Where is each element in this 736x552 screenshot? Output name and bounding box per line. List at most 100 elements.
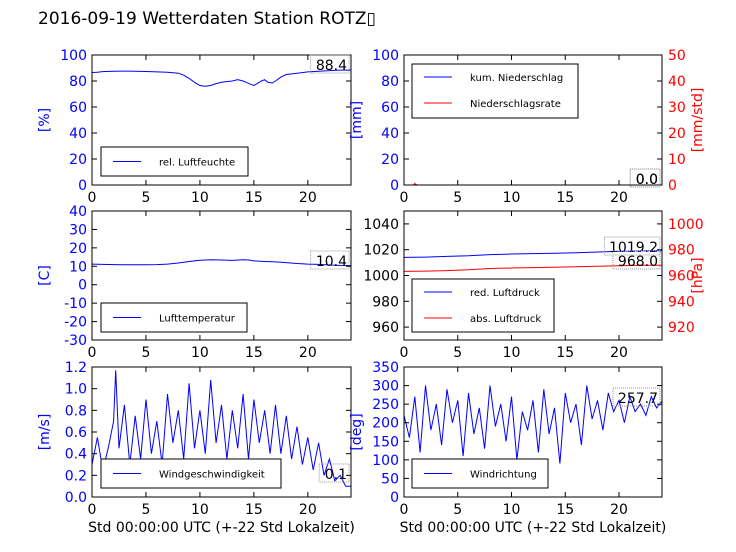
legend-box xyxy=(100,302,248,333)
plot-frame xyxy=(91,54,352,186)
x-tick-label: 0 xyxy=(88,345,97,361)
x-tick-label: 20 xyxy=(610,502,628,518)
series-line-wind_speed-0 xyxy=(92,370,351,487)
x-tick-label: 15 xyxy=(556,502,574,518)
y-tick-label-right: 50 xyxy=(668,48,686,64)
y-axis-label: [deg] xyxy=(349,413,365,450)
y-tick-label: 0 xyxy=(390,178,399,194)
x-tick-label: 0 xyxy=(400,190,409,206)
x-tick-label: 20 xyxy=(299,502,317,518)
x-tick-label: 15 xyxy=(556,190,574,206)
panel-humidity: 0 5 10 15 20 0 20 40 60 80 100 [%] 88.4 rel. Luftfeuc… xyxy=(37,48,352,206)
y-tick-label: 0.6 xyxy=(65,425,87,441)
y-tick-label: 1.0 xyxy=(65,382,87,398)
y-tick-label-right: 960 xyxy=(668,269,695,285)
series-line-wind_direction-0 xyxy=(404,385,662,464)
series-line-temperature-0 xyxy=(92,259,351,266)
x-tick-label: 5 xyxy=(141,345,150,361)
legend-box xyxy=(411,63,579,119)
y-tick-label: 0.2 xyxy=(65,468,87,484)
y-tick-label-right: 1000 xyxy=(668,217,704,233)
y-tick-label: 30 xyxy=(69,222,87,238)
y-tick-label: 0 xyxy=(78,178,87,194)
y-tick-label: -20 xyxy=(64,315,87,331)
y-tick-label: 0.0 xyxy=(65,490,87,506)
legend-box xyxy=(411,278,555,333)
y-tick-label: 980 xyxy=(372,294,399,310)
annotation-value: 1019.2 xyxy=(609,240,658,256)
y-tick-label: 60 xyxy=(381,100,399,116)
annotation-value: 88.4 xyxy=(316,58,347,74)
x-tick-label: 5 xyxy=(141,190,150,206)
y-axis-label: [%] xyxy=(37,108,53,132)
y-tick-label: 40 xyxy=(381,126,399,142)
x-tick-label: 10 xyxy=(503,345,521,361)
y-tick-label: 1000 xyxy=(363,269,399,285)
y-tick-label: 200 xyxy=(372,416,399,432)
panel-wind_speed: 0 5 10 15 20 0.0 0.2 0.4 0.6 0.8 1.0 1.2 [m/s] Std 00… xyxy=(37,360,355,536)
plot-frame xyxy=(403,54,663,186)
y-tick-label: 0 xyxy=(390,490,399,506)
y-tick-label-right: 980 xyxy=(668,243,695,259)
x-tick-label: 20 xyxy=(299,190,317,206)
x-tick-label: 10 xyxy=(503,190,521,206)
y-tick-label: 50 xyxy=(381,471,399,487)
x-tick-label: 20 xyxy=(610,345,628,361)
y-tick-label-right: 40 xyxy=(668,74,686,90)
y-axis-label-right: [mm/std] xyxy=(690,88,706,153)
y-tick-label: 20 xyxy=(381,152,399,168)
y-tick-label-right: 0 xyxy=(668,178,677,194)
x-tick-label: 15 xyxy=(245,190,263,206)
annotation-box xyxy=(612,387,661,407)
y-tick-label: 80 xyxy=(381,74,399,90)
annotation-box xyxy=(603,236,661,256)
x-tick-label: 0 xyxy=(400,502,409,518)
y-tick-label: 350 xyxy=(372,360,399,376)
y-axis-label: [m/s] xyxy=(37,414,53,451)
y-tick-label-right: 940 xyxy=(668,294,695,310)
x-tick-label: 15 xyxy=(245,345,263,361)
y-axis-label: [mm] xyxy=(349,101,365,139)
y-tick-label: 0.4 xyxy=(65,447,87,463)
y-tick-label: 0.8 xyxy=(65,403,87,419)
x-tick-label: 20 xyxy=(299,345,317,361)
x-tick-label: 20 xyxy=(610,190,628,206)
annotation-value: 10.4 xyxy=(316,254,347,270)
legend-label: Windrichtung xyxy=(470,470,537,481)
legend-label: abs. Luftdruck xyxy=(470,314,541,325)
plot-frame xyxy=(91,210,352,341)
annotation-box xyxy=(629,168,661,188)
series-line-humidity-0 xyxy=(92,69,351,87)
y-tick-label: 150 xyxy=(372,434,399,450)
legend-label: Niederschlagsrate xyxy=(470,99,561,110)
x-tick-label: 5 xyxy=(453,502,462,518)
panel-temperature: 0 5 10 15 20 -30 -20 -10 0 10 20 30 40 [C] 10.4 Lufttem… xyxy=(37,204,352,361)
y-tick-label: 1020 xyxy=(363,243,399,259)
x-tick-label: 0 xyxy=(400,345,409,361)
y-tick-label: 100 xyxy=(372,453,399,469)
y-tick-label: -30 xyxy=(64,333,87,349)
y-tick-label: 80 xyxy=(69,74,87,90)
panel-precipitation: 0 5 10 15 20 0 20 40 60 80 100 0 10 20 30 40 50 [mm] [mm/s… xyxy=(349,48,706,206)
annotation-value: 0.0 xyxy=(636,172,658,188)
y-tick-label: 300 xyxy=(372,379,399,395)
y-tick-label: 10 xyxy=(69,259,87,275)
x-tick-label: 10 xyxy=(191,190,209,206)
annotation-box xyxy=(612,250,661,270)
panel-pressure: 0 5 10 15 20 960 980 1000 1020 1040 920 940 960 980 10… xyxy=(363,210,706,361)
x-axis-label: Std 00:00:00 UTC (+-22 Std Lokalzeit) xyxy=(88,520,355,536)
series-line-pressure-1 xyxy=(404,264,662,272)
y-tick-label: 1.2 xyxy=(65,360,87,376)
y-tick-label: 100 xyxy=(372,48,399,64)
y-tick-label-right: 30 xyxy=(668,100,686,116)
y-tick-label: 250 xyxy=(372,397,399,413)
y-tick-label: 960 xyxy=(372,320,399,336)
y-tick-label: 60 xyxy=(69,100,87,116)
y-tick-label: 20 xyxy=(69,152,87,168)
legend-label: red. Luftdruck xyxy=(470,288,540,299)
y-tick-label: 0 xyxy=(78,278,87,294)
y-tick-label: 100 xyxy=(60,48,87,64)
legend-label: kum. Niederschlag xyxy=(470,73,563,84)
